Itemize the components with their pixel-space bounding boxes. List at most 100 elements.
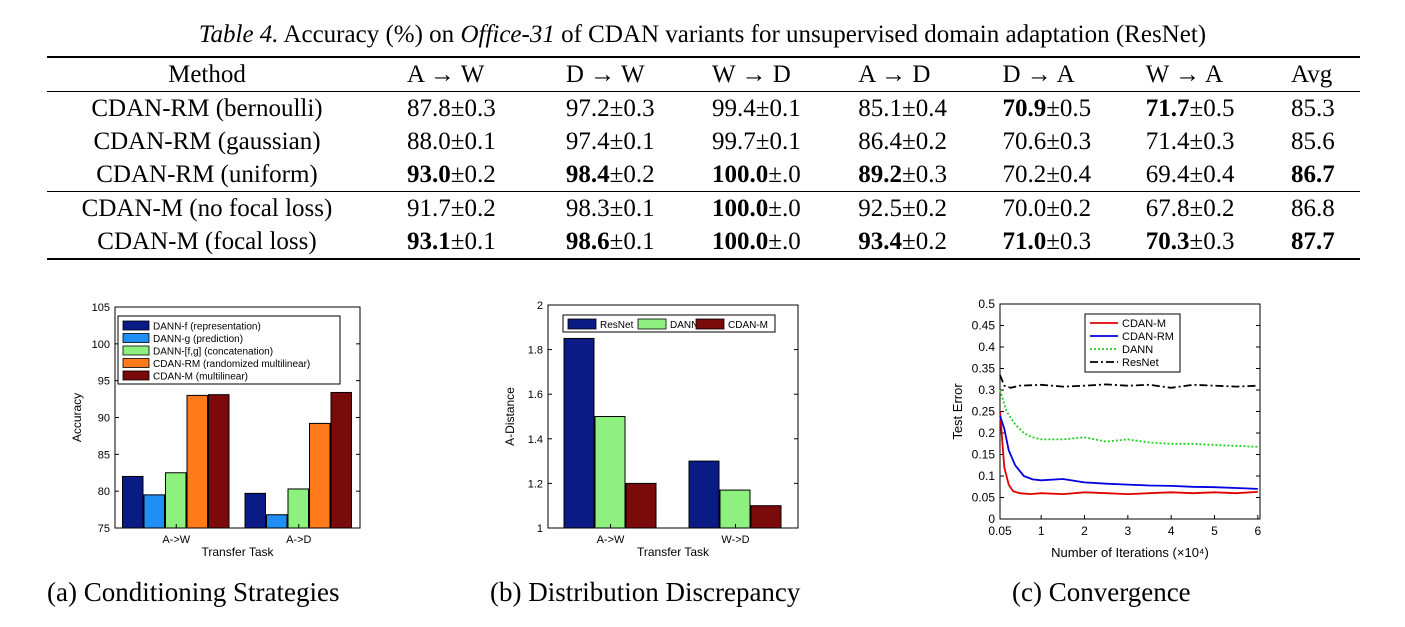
- legend-swatch: [122, 320, 150, 331]
- bar: [594, 416, 626, 529]
- result-value: 88.0: [407, 128, 451, 155]
- result-cell: 86.8: [1279, 192, 1360, 226]
- y-tick-label: 0.1: [978, 469, 995, 483]
- y-tick-label: 1.6: [528, 389, 543, 401]
- result-cell: 85.1±0.4: [846, 92, 992, 126]
- result-cell: 99.4±0.1: [700, 92, 846, 126]
- result-cell: 93.0±0.2: [367, 158, 554, 192]
- result-cell: 70.9±0.5: [992, 92, 1135, 126]
- result-cell: 100.0±.0: [700, 158, 846, 192]
- result-cell: 89.2±0.3: [846, 158, 992, 192]
- result-value: 97.4: [565, 128, 610, 155]
- result-cell: 86.4±0.2: [846, 125, 992, 158]
- method-cell: CDAN-M (no focal loss): [81, 195, 333, 222]
- result-value: 93.1: [407, 228, 451, 255]
- result-std: ±0.1: [755, 128, 801, 155]
- result-std: ±.0: [768, 195, 801, 222]
- y-tick-label: 1: [537, 523, 543, 535]
- results-table: Method A → W D → W W → D A → D D → A W →…: [47, 56, 1360, 260]
- caption-c: (c) Convergence: [1012, 577, 1191, 607]
- legend-label: CDAN-RM (randomized multilinear): [153, 359, 310, 370]
- x-axis-label: Number of Iterations (×10⁴): [1051, 545, 1209, 560]
- figure-a: 75 80 85 90 95 100 105 A->W A->D Transfer Task Acc…: [40, 295, 380, 575]
- chart-convergence: 00.050.10.150.20.250.30.350.40.450.50.05…: [950, 297, 1261, 560]
- result-value: 93.4: [858, 228, 902, 255]
- bar: [143, 494, 165, 529]
- header-da: D → A: [1002, 61, 1075, 88]
- y-tick-label: 0.45: [972, 319, 996, 333]
- y-tick-label: 95: [98, 376, 110, 388]
- result-cell: 88.0±0.1: [367, 125, 554, 158]
- table-row: CDAN-M (no focal loss) 91.7±0.2 98.3±0.1 10…: [47, 192, 1360, 226]
- result-value: 70.2: [1002, 161, 1047, 188]
- result-std: ±0.1: [450, 128, 496, 155]
- legend-label: CDAN-M: [1122, 318, 1166, 330]
- x-tick-label: 1: [1038, 524, 1045, 538]
- result-cell: 100.0±.0: [700, 225, 846, 259]
- header-dw: D → W: [565, 61, 645, 88]
- result-value: 86.8: [1291, 195, 1335, 222]
- header-wd: W → D: [712, 61, 791, 88]
- legend-swatch: [122, 370, 150, 381]
- legend-swatch: [637, 318, 667, 330]
- result-std: ±0.1: [450, 228, 496, 255]
- x-tick-label: 4: [1168, 524, 1175, 538]
- bar: [750, 505, 782, 529]
- series-line: [999, 374, 1258, 389]
- result-cell: 70.2±0.4: [992, 158, 1135, 192]
- result-value: 71.4: [1145, 128, 1190, 155]
- chart-conditioning-strategies: 75 80 85 90 95 100 105 A->W A->D Transfer Task Acc…: [70, 302, 361, 559]
- y-tick-label: 0.4: [978, 340, 995, 354]
- y-tick-label: 0.35: [972, 362, 996, 376]
- y-axis-label: Test Error: [950, 383, 965, 440]
- x-tick-label: A->W: [597, 534, 625, 546]
- x-tick-label: 3: [1124, 524, 1131, 538]
- result-std: ±0.2: [902, 228, 947, 255]
- y-tick-label: 100: [92, 339, 110, 351]
- result-value: 85.3: [1291, 95, 1335, 122]
- legend-label: DANN: [670, 320, 698, 331]
- result-cell: 100.0±.0: [700, 192, 846, 226]
- result-value: 97.2: [565, 95, 610, 122]
- result-std: ±0.3: [902, 161, 947, 188]
- result-cell: 98.4±0.2: [554, 158, 700, 192]
- figure-c: 0 0.05 0.1 0.15 0.2 0.25 0.3 0.35 0.4 0.45 0.5 0.05…: [940, 295, 1280, 575]
- y-tick-label: 0.25: [972, 405, 996, 419]
- chart-distribution-discrepancy: 1 1.2 1.4 1.6 1.8 2 A->W W->D Transfer Task A-Dis…: [503, 300, 799, 559]
- result-value: 69.4: [1145, 161, 1190, 188]
- figure-b: 1 1.2 1.4 1.6 1.8 2 A->W W->D Transfer Task A-Dis…: [490, 295, 820, 575]
- result-cell: 97.4±0.1: [554, 125, 700, 158]
- bar: [266, 514, 288, 529]
- result-value: 92.5: [858, 195, 902, 222]
- result-value: 98.6: [565, 228, 610, 255]
- result-cell: 99.7±0.1: [700, 125, 846, 158]
- table-group-rm: CDAN-RM (bernoulli) 87.8±0.3 97.2±0.3 99.4±…: [47, 92, 1360, 192]
- result-std: ±0.4: [1189, 161, 1235, 188]
- y-tick-label: 80: [98, 486, 110, 498]
- y-tick-label: 0.5: [978, 297, 995, 311]
- result-value: 98.4: [565, 161, 610, 188]
- result-cell: 91.7±0.2: [367, 192, 554, 226]
- result-value: 98.3: [565, 195, 610, 222]
- series-line: [999, 389, 1258, 448]
- result-cell: 69.4±0.4: [1136, 158, 1279, 192]
- result-cell: 71.7±0.5: [1136, 92, 1279, 126]
- bar: [719, 489, 751, 529]
- y-tick-label: 0.15: [972, 448, 996, 462]
- result-cell: 86.7: [1279, 158, 1360, 192]
- y-axis-label: Accuracy: [70, 393, 84, 442]
- result-cell: 93.1±0.1: [367, 225, 554, 259]
- y-tick-label: 2: [537, 300, 543, 312]
- result-value: 100.0: [712, 195, 769, 222]
- result-value: 70.6: [1002, 128, 1047, 155]
- result-cell: 70.0±0.2: [992, 192, 1135, 226]
- result-std: ±0.3: [609, 95, 655, 122]
- table-caption: Table 4. Accuracy (%) on Office-31 of CD…: [0, 20, 1405, 50]
- result-value: 86.7: [1291, 161, 1335, 188]
- y-tick-label: 1.4: [528, 434, 543, 446]
- result-value: 100.0: [712, 228, 769, 255]
- header-avg: Avg: [1291, 61, 1333, 88]
- table-group-m: CDAN-M (no focal loss) 91.7±0.2 98.3 ±0.1 10…: [47, 192, 1360, 259]
- result-std: ±0.2: [450, 195, 496, 222]
- result-std: ±.0: [768, 228, 801, 255]
